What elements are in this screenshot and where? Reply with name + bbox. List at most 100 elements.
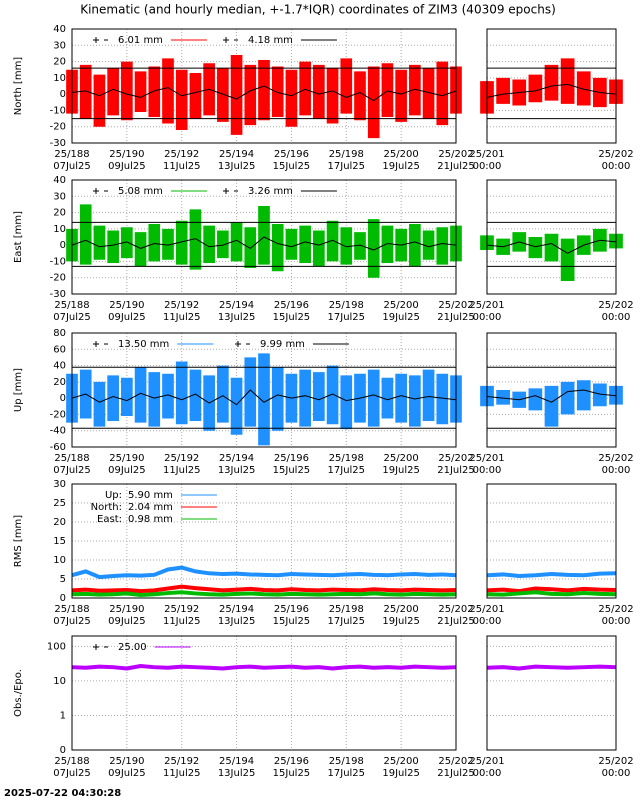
y-axis-label: Up [mm]	[13, 368, 24, 412]
legend-stat: 9.99 mm	[260, 339, 305, 350]
legend-name: Up:	[105, 490, 122, 501]
x-tick-label: 25/194	[219, 453, 254, 464]
plot-frame	[486, 332, 617, 448]
y-tick-label: 20	[53, 517, 66, 528]
x-tick-label: 25/190	[109, 453, 144, 464]
title: Kinematic (and hourly median, +-1.7*IQR)…	[80, 3, 556, 17]
x-tick-label: 25/192	[164, 300, 199, 311]
legend-symbol	[223, 188, 238, 194]
y-tick-label: 0	[60, 240, 66, 251]
x-tick-label: 25/202	[598, 756, 633, 767]
x-tick-label: 25/190	[109, 604, 144, 615]
y-tick-label: 10	[53, 555, 66, 566]
y-tick-label: 0	[60, 745, 66, 756]
x-tick-sublabel: 07Jul25	[53, 161, 91, 172]
x-tick-sublabel: 13Jul25	[218, 161, 256, 172]
x-tick-label: 25/188	[54, 453, 89, 464]
legend-stat: 5.08 mm	[118, 186, 163, 197]
y-tick-label: -60	[50, 442, 66, 453]
series-line	[486, 83, 617, 98]
legend-symbol	[93, 644, 108, 650]
y-tick-label: -20	[50, 409, 66, 420]
x-tick-label: 25/200	[384, 604, 419, 615]
x-tick-label: 25/201	[469, 453, 504, 464]
x-tick-label: 25/198	[329, 453, 364, 464]
x-tick-label: 25/190	[109, 300, 144, 311]
legend-symbol	[93, 37, 108, 43]
x-tick-sublabel: 09Jul25	[108, 465, 146, 476]
legend-stat: 4.18 mm	[248, 35, 293, 46]
x-tick-sublabel: 09Jul25	[108, 616, 146, 627]
x-tick-label: 25/202	[438, 604, 473, 615]
y-tick-label: 40	[53, 361, 66, 372]
x-tick-sublabel: 21Jul25	[437, 768, 475, 779]
legend-symbol	[93, 188, 108, 194]
x-tick-sublabel: 11Jul25	[163, 161, 201, 172]
legend-stat: 3.26 mm	[248, 186, 293, 197]
x-tick-label: 25/188	[54, 300, 89, 311]
x-tick-label: 25/201	[469, 149, 504, 160]
x-tick-label: 25/196	[274, 604, 309, 615]
x-tick-label: 25/192	[164, 149, 199, 160]
y-tick-label: 30	[53, 40, 66, 51]
y-tick-label: 60	[53, 344, 66, 355]
y-tick-label: 10	[53, 73, 66, 84]
x-tick-sublabel: 21Jul25	[437, 616, 475, 627]
x-tick-sublabel: 07Jul25	[53, 616, 91, 627]
x-tick-label: 25/202	[598, 149, 633, 160]
x-tick-label: 25/196	[274, 756, 309, 767]
legend-stat: 2.04 mm	[128, 502, 173, 513]
x-tick-sublabel: 19Jul25	[382, 616, 420, 627]
series-line	[486, 389, 617, 403]
x-tick-sublabel: 00:00	[602, 312, 631, 323]
legend-stat: 13.50 mm	[118, 339, 169, 350]
plot-frame	[71, 28, 457, 144]
x-tick-label: 25/188	[54, 149, 89, 160]
x-tick-label: 25/194	[219, 756, 254, 767]
y-axis-label: RMS [mm]	[13, 515, 24, 567]
x-tick-sublabel: 00:00	[473, 312, 502, 323]
y-tick-label: 15	[53, 536, 66, 547]
series-line	[71, 565, 457, 580]
x-tick-sublabel: 07Jul25	[53, 768, 91, 779]
y-axis-label: North [mm]	[13, 57, 24, 116]
x-tick-label: 25/202	[598, 300, 633, 311]
y-tick-label: 80	[53, 328, 66, 339]
x-tick-label: 25/202	[438, 300, 473, 311]
x-tick-label: 25/202	[438, 453, 473, 464]
legend-symbol	[93, 341, 108, 347]
x-tick-sublabel: 00:00	[473, 465, 502, 476]
x-tick-sublabel: 00:00	[473, 768, 502, 779]
x-tick-sublabel: 09Jul25	[108, 312, 146, 323]
x-tick-sublabel: 17Jul25	[328, 616, 366, 627]
plot-frame	[486, 179, 617, 295]
y-tick-label: -10	[50, 105, 66, 116]
plot-frame	[486, 28, 617, 144]
x-tick-label: 25/194	[219, 300, 254, 311]
y-tick-label: 30	[53, 479, 66, 490]
legend-stat: 6.01 mm	[118, 35, 163, 46]
y-tick-label: 1	[60, 710, 66, 721]
y-tick-label: 0	[60, 89, 66, 100]
x-tick-label: 25/196	[274, 300, 309, 311]
x-tick-sublabel: 07Jul25	[53, 465, 91, 476]
x-tick-label: 25/196	[274, 453, 309, 464]
x-tick-sublabel: 11Jul25	[163, 768, 201, 779]
legend-stat: 0.98 mm	[128, 514, 173, 525]
y-tick-label: -30	[50, 289, 66, 300]
y-tick-label: -30	[50, 138, 66, 149]
x-tick-sublabel: 21Jul25	[437, 161, 475, 172]
y-tick-label: 10	[53, 224, 66, 235]
y-tick-label: 40	[53, 175, 66, 186]
x-tick-sublabel: 00:00	[602, 616, 631, 627]
plot-frame	[486, 635, 617, 751]
x-tick-sublabel: 15Jul25	[273, 465, 311, 476]
series-line	[71, 236, 457, 251]
y-tick-label: 0	[60, 593, 66, 604]
y-tick-label: 20	[53, 208, 66, 219]
x-tick-sublabel: 15Jul25	[273, 616, 311, 627]
legend-stat: 5.90 mm	[128, 490, 173, 501]
x-tick-label: 25/188	[54, 756, 89, 767]
x-tick-label: 25/200	[384, 756, 419, 767]
